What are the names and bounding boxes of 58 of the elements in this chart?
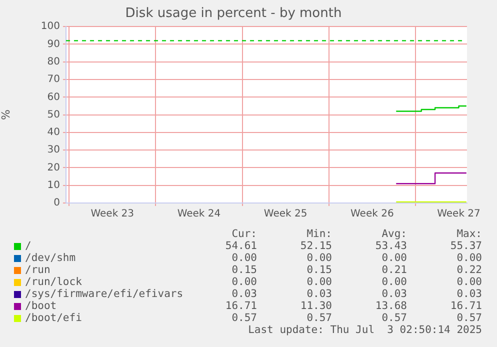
text: 53.43: [375, 240, 407, 252]
text: 0.57: [306, 312, 332, 324]
x-tick-label: Week 26: [350, 208, 394, 220]
y-tick-label: 90: [47, 38, 60, 50]
text: 0.03: [382, 288, 407, 300]
text: 0.21: [382, 264, 407, 276]
x-tick-label: Week 25: [264, 208, 308, 220]
text: 13.68: [375, 300, 407, 312]
text: 0.15: [306, 264, 332, 276]
text: 0.57: [382, 312, 407, 324]
legend-label: /boot/efi: [25, 312, 82, 324]
y-axis-title: %: [0, 110, 12, 120]
y-tick-label: 0: [54, 198, 60, 209]
text: 16.71: [225, 300, 257, 312]
text: 0.00: [456, 276, 482, 288]
text: 0.22: [456, 264, 482, 276]
text: 0.00: [232, 276, 257, 288]
text: 11.30: [300, 300, 332, 312]
text: 0.00: [306, 252, 332, 264]
text: 0.00: [456, 252, 482, 264]
text: 0.00: [232, 252, 257, 264]
text: 16.71: [450, 300, 482, 312]
y-tick-label: 100: [40, 21, 60, 32]
y-tick-label: 40: [47, 127, 60, 138]
text: 0.00: [382, 276, 407, 288]
text: 54.61: [225, 240, 257, 252]
x-tick-label: Week 24: [177, 208, 221, 220]
text: Min:: [306, 228, 332, 240]
x-tick-label: Week 27: [437, 208, 480, 220]
y-tick-label: 80: [47, 56, 60, 68]
legend-label: /: [25, 240, 32, 252]
text: 0.57: [232, 312, 257, 324]
legend-label: /sys/firmware/efi/efivars: [25, 288, 184, 300]
legend-label: /run/lock: [25, 276, 82, 288]
legend-label: /run: [25, 264, 50, 276]
y-tick-label: 20: [47, 162, 60, 174]
text: 0.00: [306, 276, 332, 288]
text: Avg:: [382, 228, 407, 240]
x-tick-label: Week 23: [90, 208, 134, 220]
legend-label: /boot: [25, 300, 57, 312]
text: Last update: Thu Jul 3 02:50:14 2025: [248, 324, 482, 336]
text: 0.57: [456, 312, 482, 324]
y-tick-label: 70: [47, 74, 60, 86]
text: 0.03: [456, 288, 482, 300]
chart-title: Disk usage in percent - by month: [125, 6, 342, 22]
y-tick-label: 50: [47, 109, 60, 120]
text: Cur:: [232, 228, 257, 240]
text: 0.03: [232, 288, 257, 300]
text: Max:: [456, 228, 482, 240]
y-tick-label: 60: [47, 92, 60, 103]
y-tick-label: 30: [47, 144, 60, 156]
y-tick-label: 10: [47, 180, 60, 191]
legend-label: /dev/shm: [25, 252, 76, 264]
text: 0.00: [382, 252, 407, 264]
text: 52.15: [300, 240, 332, 252]
text: 0.03: [306, 288, 332, 300]
text: 55.37: [450, 240, 482, 252]
text: 0.15: [232, 264, 257, 276]
